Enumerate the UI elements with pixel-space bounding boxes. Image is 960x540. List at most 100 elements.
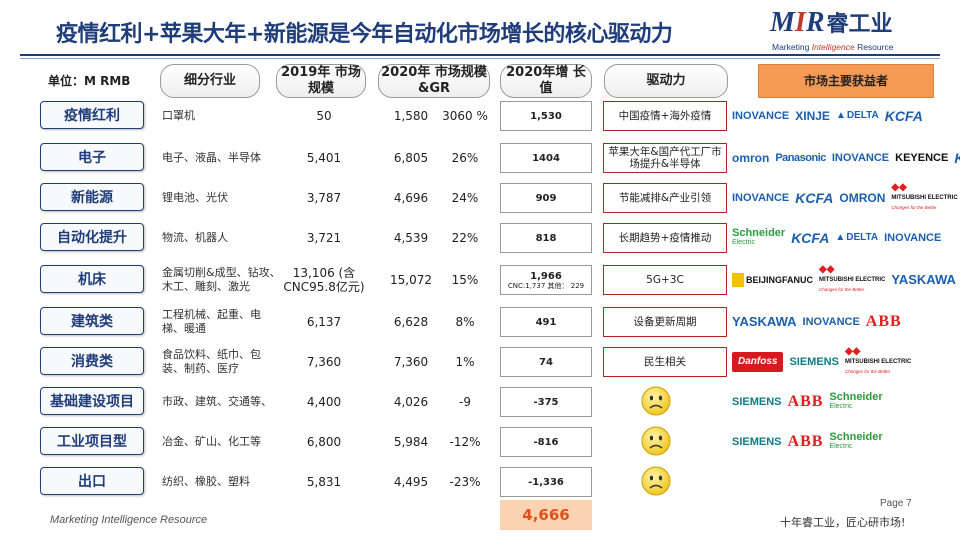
kcfa-logo: KCFA	[791, 230, 830, 246]
beneficiary-logos: INOVANCE XINJE DELTA KCFA	[732, 98, 960, 134]
header-2020: 2020年 市场规模&GR	[378, 64, 490, 98]
page-number: Page 7	[880, 498, 912, 509]
omron-logo: omron	[732, 151, 770, 165]
driver-cell: 设备更新周期	[603, 307, 727, 337]
segment-cell: 电子、液晶、半导体	[162, 151, 261, 164]
delta-logo: DELTA	[836, 111, 879, 121]
increase-value: 1,966	[530, 270, 562, 282]
delta-logo: DELTA	[835, 233, 878, 243]
segment-cell: 食品饮料、纸巾、包装、制药、医疗	[162, 348, 261, 375]
driver-cell: 苹果大年&国产代工厂市场提升&半导体	[603, 143, 727, 173]
schneider-logo: Schneider Electric	[732, 227, 786, 247]
title-rule-thin	[20, 58, 940, 59]
kcfa-logo: KCFA	[884, 108, 923, 124]
growth-rate-cell: 8%	[455, 315, 475, 329]
increase-cell: 818	[500, 223, 592, 253]
table-row: 基础建设项目 市政、建筑、交通等、 4,400 4,026 -9 -375 SIEMENS A…	[0, 384, 960, 420]
inov-logo: INOVANCE	[884, 232, 942, 244]
increase-cell: 1,530	[500, 101, 592, 131]
schneider-logo: Schneider Electric	[829, 431, 883, 451]
schneider-logo: Schneider Electric	[829, 391, 883, 411]
brand-logo: MIR睿工业 Marketing Intelligence Resource	[770, 6, 930, 56]
driver-cell: 长期趋势+疫情推动	[603, 223, 727, 253]
increase-value: 1404	[532, 152, 560, 164]
beneficiary-logos: SIEMENS ABB Schneider Electric	[732, 424, 960, 460]
table-row: 自动化提升 物流、机器人 3,721 4,539 22% 818 长期趋势+疫情推动 Schn…	[0, 220, 960, 256]
growth-rate-cell: 24%	[451, 191, 479, 205]
brand-cn: 睿工业	[826, 12, 893, 37]
yask-logo: YASKAWA	[891, 272, 956, 287]
table-row: 出口 纺织、橡胶、塑料 5,831 4,495 -23% -1,336	[0, 464, 960, 500]
header-2019: 2019年 市场规模	[276, 64, 366, 98]
beneficiary-logos: SIEMENS ABB Schneider Electric	[732, 384, 960, 420]
market-2020-cell: 4,696	[393, 191, 429, 205]
growth-rate-cell: -23%	[449, 475, 481, 489]
inov-logo: INOVANCE	[732, 192, 790, 204]
kcfa-logo: KCFA	[954, 151, 960, 165]
market-2019-cell: 3,787	[306, 191, 342, 205]
beneficiary-logos: BEIJINGFANUC ◆◆ MITSUBISHI ELECTRIC Changes…	[732, 262, 960, 298]
category-label: 机床	[40, 265, 144, 293]
beneficiary-logos: YASKAWA INOVANCE ABB	[732, 304, 960, 340]
table-row: 新能源 锂电池、光伏 3,787 4,696 24% 909 节能减排&产业引领 INOVAN…	[0, 180, 960, 216]
footer-company: Marketing Intelligence Resource	[50, 514, 208, 526]
market-2020-cell: 15,072	[390, 273, 432, 287]
pana-logo: Panasonic	[775, 152, 826, 164]
market-2019-cell: 13,106 (含CNC95.8亿元)	[283, 266, 365, 294]
brand-mark: MIR	[770, 7, 825, 38]
category-label: 建筑类	[40, 307, 144, 335]
growth-rate-cell: 1%	[455, 355, 475, 369]
segment-cell: 口罩机	[162, 109, 195, 122]
category-label: 电子	[40, 143, 144, 171]
inov-logo: INOVANCE	[831, 152, 890, 164]
table-row: 电子 电子、液晶、半导体 5,401 6,805 26% 1404 苹果大年&国产代工厂市场…	[0, 140, 960, 176]
header-increase: 2020年增 长值	[500, 64, 592, 98]
growth-rate-cell: -9	[459, 395, 471, 409]
market-2019-cell: 7,360	[306, 355, 342, 369]
sad-face-icon	[641, 426, 671, 456]
siem-logo: SIEMENS	[732, 436, 782, 448]
increase-value: 1,530	[530, 110, 562, 122]
increase-value: 491	[535, 316, 557, 328]
growth-rate-cell: 26%	[451, 151, 479, 165]
growth-rate-cell: 22%	[451, 231, 479, 245]
growth-rate-cell: -12%	[449, 435, 481, 449]
category-label: 新能源	[40, 183, 144, 211]
inov-logo: INOVANCE	[802, 316, 860, 328]
increase-cell: -1,336	[500, 467, 592, 497]
table-row: 建筑类 工程机械、起重、电梯、暖通 6,137 6,628 8% 491 设备更新周期 YAS…	[0, 304, 960, 340]
table-row: 机床 金属切削&成型、钻攻、木工、雕刻、激光 13,106 (含CNC95.8亿元)…	[0, 262, 960, 298]
sad-face-icon	[641, 386, 671, 416]
market-2020-cell: 1,580	[393, 109, 429, 123]
brand-subtitle: Marketing Intelligence Resource	[772, 42, 894, 52]
market-2020-cell: 4,026	[393, 395, 429, 409]
market-2020-cell: 5,984	[393, 435, 429, 449]
increase-value: 909	[535, 192, 557, 204]
segment-cell: 工程机械、起重、电梯、暖通	[162, 308, 261, 335]
increase-value: 74	[539, 356, 553, 368]
increase-value: -1,336	[528, 476, 564, 488]
danf-logo: Danfoss	[732, 352, 784, 372]
mitsubishi-logo: ◆◆ MITSUBISHI ELECTRIC Changes for the Bet…	[891, 182, 958, 211]
driver-cell: 5G+3C	[603, 265, 727, 295]
increase-cell: 1404	[500, 143, 592, 173]
category-label: 自动化提升	[40, 223, 144, 251]
inov-logo: INOVANCE	[732, 110, 790, 122]
market-2019-cell: 3,721	[306, 231, 342, 245]
sad-face-icon	[641, 466, 671, 496]
siem-logo: SIEMENS	[732, 396, 782, 408]
market-2019-cell: 50	[316, 109, 332, 123]
driver-cell: 民生相关	[603, 347, 727, 377]
increase-value: -816	[533, 436, 559, 448]
header-segment: 细分行业	[160, 64, 260, 98]
category-label: 出口	[40, 467, 144, 495]
key-logo: KEYENCE	[895, 152, 949, 164]
kcfa-logo: KCFA	[795, 190, 834, 206]
increase-breakdown: CNC:1,737 其他： 229	[507, 281, 585, 290]
yask-logo: YASKAWA	[732, 314, 797, 329]
xj-logo: XINJE	[795, 109, 830, 123]
beneficiary-logos	[732, 464, 960, 500]
abb-logo: ABB	[787, 393, 824, 410]
driver-cell: 中国疫情+海外疫情	[603, 101, 727, 131]
